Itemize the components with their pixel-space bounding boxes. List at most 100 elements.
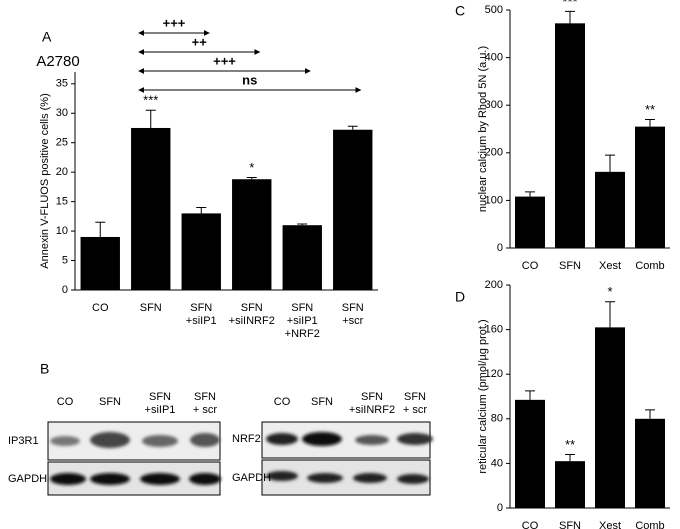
y-tick-label: 0 — [497, 502, 503, 514]
comparison-label: ns — [242, 72, 257, 87]
significance-label: ** — [565, 437, 575, 452]
bar — [80, 236, 120, 290]
y-tick-label: 20 — [56, 166, 68, 178]
bar — [595, 171, 625, 248]
band — [50, 473, 86, 485]
blot-left — [47, 421, 221, 496]
x-tick-label: SFN — [190, 302, 212, 314]
significance-label: *** — [562, 0, 577, 9]
lane-label: +siINRF2 — [349, 404, 395, 416]
x-tick-label: +siIP1 — [287, 315, 318, 327]
x-tick-label: SFN — [140, 302, 162, 314]
band — [90, 432, 130, 448]
y-tick-label: 100 — [485, 194, 503, 206]
lane-label: SFN — [149, 391, 171, 403]
blot-right — [261, 421, 433, 496]
row-label: GAPDH — [8, 473, 47, 485]
x-tick-label: Xest — [599, 260, 621, 272]
x-tick-label: CO — [522, 520, 539, 529]
y-tick-label: 200 — [485, 279, 503, 291]
panel-label: C — [455, 3, 465, 19]
error-bar — [645, 118, 655, 127]
x-tick-label: +NRF2 — [285, 328, 320, 340]
y-axis-label: Annexin V-FLUOS positive cells (%) — [39, 93, 51, 268]
y-tick-label: 5 — [62, 254, 68, 266]
chart-subtitle: A2780 — [36, 53, 79, 70]
comparison-label: +++ — [213, 53, 236, 68]
x-tick-label: Comb — [635, 260, 664, 272]
significance-label: * — [607, 284, 612, 299]
y-tick-label: 15 — [56, 196, 68, 208]
lane-label: +siIP1 — [145, 404, 176, 416]
y-tick-label: 25 — [56, 137, 68, 149]
y-tick-label: 80 — [491, 413, 503, 425]
bar — [555, 461, 585, 508]
lane-label: CO — [57, 396, 74, 408]
bar — [515, 196, 545, 248]
band — [355, 435, 389, 445]
x-tick-label: CO — [522, 260, 539, 272]
y-tick-label: 10 — [56, 225, 68, 237]
lane-label: SFN — [311, 396, 333, 408]
bar — [131, 127, 171, 290]
band — [266, 471, 298, 481]
y-tick-label: 0 — [497, 242, 503, 254]
lane-label: SFN — [361, 391, 383, 403]
bar — [333, 129, 373, 290]
error-bar — [145, 109, 156, 128]
lane-label: SFN — [99, 396, 121, 408]
x-tick-label: +siIP1 — [186, 315, 217, 327]
significance-label: * — [249, 160, 254, 175]
x-tick-label: +siINRF2 — [229, 315, 275, 327]
band — [140, 473, 180, 485]
bar — [232, 179, 272, 290]
y-tick-label: 30 — [56, 107, 68, 119]
y-tick-label: 500 — [485, 4, 503, 16]
band — [190, 433, 220, 447]
error-bar — [297, 223, 308, 226]
y-tick-label: 200 — [485, 147, 503, 159]
error-bar — [525, 390, 535, 400]
band — [266, 433, 298, 445]
bar — [595, 327, 625, 508]
y-tick-label: 160 — [485, 324, 503, 336]
row-label: IP3R1 — [8, 435, 39, 447]
y-tick-label: 400 — [485, 52, 503, 64]
error-bar — [347, 125, 358, 130]
band — [307, 473, 343, 483]
error-bar — [645, 409, 655, 419]
bar — [635, 418, 665, 508]
panel-label: A — [42, 29, 52, 45]
x-tick-label: SFN — [559, 260, 581, 272]
lane-label: + scr — [193, 404, 217, 416]
comparison-label: ++ — [192, 34, 208, 49]
y-tick-label: 0 — [62, 284, 68, 296]
y-axis-label: nuclear calcium by Rhod 5N (a.u.) — [477, 46, 489, 212]
error-bar — [605, 154, 615, 172]
band — [397, 433, 433, 445]
x-tick-label: Comb — [635, 520, 664, 529]
y-tick-label: 40 — [491, 457, 503, 469]
error-bar — [525, 191, 535, 197]
error-bar — [196, 207, 207, 214]
x-tick-label: Xest — [599, 520, 621, 529]
panel-label: B — [40, 361, 49, 377]
significance-label: ** — [645, 102, 655, 117]
lane-label: SFN — [404, 391, 426, 403]
x-tick-label: SFN — [291, 302, 313, 314]
error-bar — [565, 10, 575, 24]
bar — [635, 126, 665, 248]
band — [142, 435, 178, 447]
error-bar — [565, 453, 575, 462]
lane-label: SFN — [194, 391, 216, 403]
bar — [515, 399, 545, 508]
band — [397, 474, 429, 484]
error-bar — [605, 301, 615, 328]
y-tick-label: 120 — [485, 368, 503, 380]
bar — [555, 23, 585, 248]
x-tick-label: CO — [92, 302, 109, 314]
y-tick-label: 300 — [485, 99, 503, 111]
y-tick-label: 35 — [56, 78, 68, 90]
y-axis-label: reticular calcium (pmol/µg prot.) — [477, 319, 489, 473]
